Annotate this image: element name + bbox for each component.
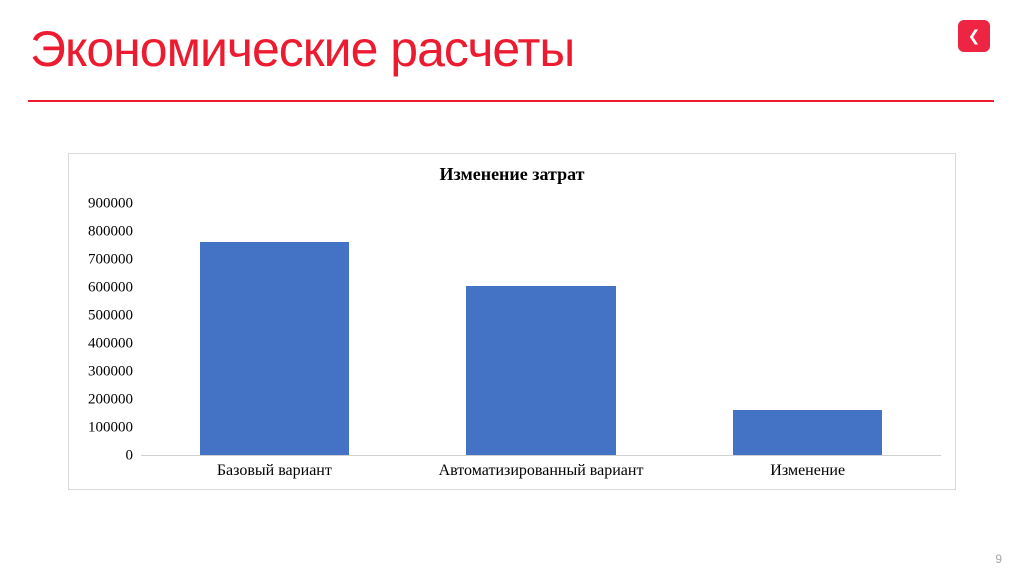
y-tick-label: 100000	[88, 419, 133, 436]
y-tick-label: 400000	[88, 335, 133, 352]
bar-2	[466, 286, 616, 455]
chevron-left-icon: ❮	[967, 26, 981, 45]
y-tick-label: 500000	[88, 307, 133, 324]
x-category-label: Автоматизированный вариант	[438, 462, 644, 479]
bar-cell	[141, 204, 408, 455]
y-tick-label: 800000	[88, 223, 133, 240]
y-tick-label: 700000	[88, 251, 133, 268]
y-tick-label: 200000	[88, 391, 133, 408]
bar-3	[733, 410, 883, 455]
title-divider	[28, 100, 994, 102]
page-number: 9	[995, 552, 1002, 566]
bar-chart: Изменение затрат 900000 800000 700000 60000…	[68, 153, 956, 490]
y-tick-label: 600000	[88, 279, 133, 296]
y-tick-label: 0	[125, 447, 134, 464]
bar-cell	[674, 204, 941, 455]
back-button[interactable]: ❮	[958, 20, 990, 52]
bar-cell	[408, 204, 675, 455]
y-tick-label: 300000	[88, 363, 133, 380]
bar-1	[199, 241, 349, 455]
plot-area	[141, 204, 941, 456]
x-category-label: Изменение	[770, 462, 846, 479]
page-title: Экономические расчеты	[30, 21, 575, 77]
x-category-label: Базовый вариант	[216, 462, 332, 479]
y-tick-label: 900000	[88, 195, 133, 212]
y-axis: 900000 800000 700000 600000 500000 400000 3000…	[75, 196, 133, 464]
chart-title: Изменение затрат	[439, 164, 585, 184]
x-axis: Базовый вариант Автоматизированный вариан…	[141, 462, 941, 480]
